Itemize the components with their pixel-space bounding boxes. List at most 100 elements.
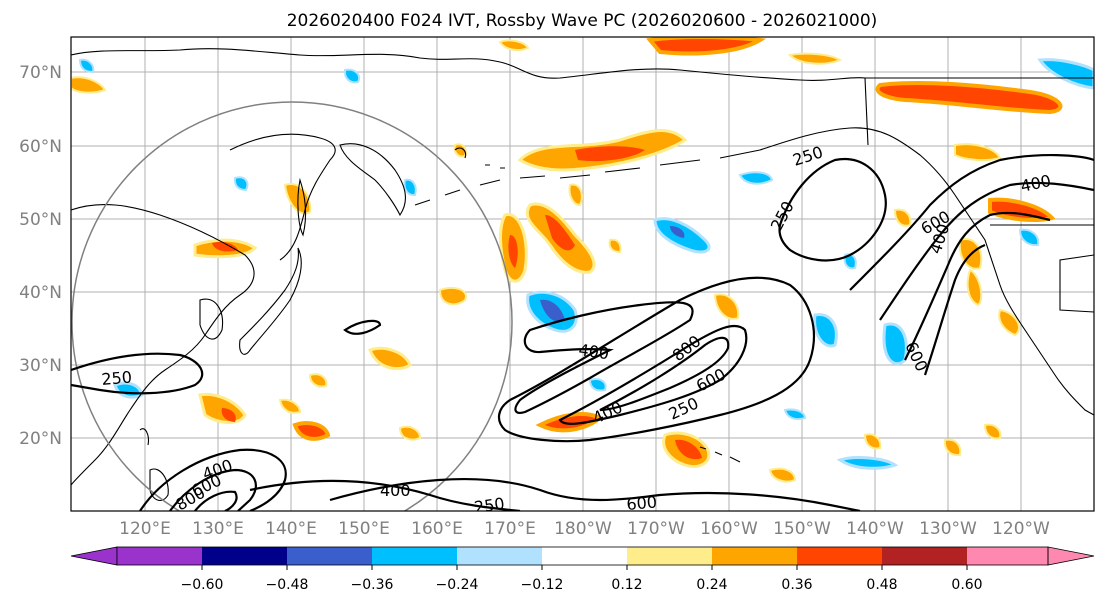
- colorbar-segment: [797, 547, 882, 565]
- latitude-labels: 70°N 60°N 50°N 40°N 30°N 20°N: [19, 63, 62, 449]
- lon-tick-label: 160°W: [700, 519, 758, 539]
- anomaly-blob: [713, 293, 740, 320]
- colorbar-tick-label: −0.12: [521, 577, 564, 593]
- ivt-contour-400-subtropics: [249, 479, 521, 511]
- anomaly-blob: [453, 143, 467, 158]
- colorbar-tick-label: −0.48: [266, 577, 309, 593]
- anomaly-blob: [498, 39, 530, 51]
- coastline-alaska-peninsula: [759, 127, 956, 196]
- lon-tick-label: 160°E: [411, 519, 463, 539]
- colorbar-tick-label: 0.48: [866, 577, 897, 593]
- anomaly-blob: [292, 421, 331, 441]
- lat-tick-label: 60°N: [19, 137, 62, 157]
- anomaly-blob: [738, 171, 774, 185]
- lon-tick-label: 170°W: [627, 519, 685, 539]
- contour-label: 250: [101, 367, 133, 389]
- anomaly-blob: [398, 425, 422, 441]
- lon-tick-label: 120°E: [119, 519, 171, 539]
- colorbar-segment: [967, 547, 1048, 565]
- anomaly-blob: [343, 68, 361, 84]
- lon-tick-label: 140°W: [846, 519, 904, 539]
- coastline-canada-border: [864, 77, 1094, 313]
- coastline-siberia-alaska: [71, 48, 1094, 81]
- negative-anomaly-shading: [78, 58, 1094, 470]
- contour-label: 400: [577, 340, 610, 363]
- contour-labels: 250 250 250 250 250 400 400 400 400 400 …: [101, 142, 1053, 517]
- lon-tick-label: 130°E: [192, 519, 244, 539]
- anomaly-blob: [308, 373, 328, 388]
- ivt-contour-250-main: [497, 276, 815, 443]
- anomaly-blob: [863, 433, 882, 450]
- colorbar-segment: [117, 547, 202, 565]
- coastline-okhotsk: [229, 133, 336, 261]
- colorbar-tick-label: −0.60: [181, 577, 224, 593]
- coastline-kamchatka: [339, 143, 406, 217]
- anomaly-blob: [233, 176, 249, 192]
- ivt-contour-250-subtropics: [329, 478, 861, 511]
- coastline-north-america: [954, 194, 1094, 416]
- ivt-contour-800-jet: [599, 336, 730, 412]
- anomaly-blob: [1037, 58, 1094, 90]
- lat-tick-label: 40°N: [19, 283, 62, 303]
- ivt-contour-250-gulf: [778, 157, 887, 262]
- colorbar-tick-label: −0.36: [351, 577, 394, 593]
- anomaly-blob: [71, 76, 107, 94]
- colorbar-tick-label: 0.60: [951, 577, 982, 593]
- anomaly-blob: [875, 80, 1063, 115]
- anomaly-blob: [535, 412, 604, 433]
- ivt-contour-west-coast-inner: [904, 211, 1051, 361]
- anomaly-blob: [813, 313, 838, 348]
- anomaly-blob: [768, 467, 797, 483]
- colorbar-segment: [882, 547, 967, 565]
- anomaly-blob: [836, 456, 899, 470]
- ivt-contour-400-main: [514, 301, 694, 414]
- anomaly-blob: [221, 408, 236, 422]
- colorbar-segment: [287, 547, 372, 565]
- anomaly-blob: [787, 52, 843, 65]
- colorbar-segment: [457, 547, 542, 565]
- anomaly-blob: [966, 268, 983, 307]
- ivt-contour-400-philippines: [139, 448, 287, 511]
- lon-tick-label: 120°W: [992, 519, 1050, 539]
- anomaly-blob: [783, 408, 807, 421]
- map-layer: 250 250 250 250 250 400 400 400 400 400 …: [71, 37, 1094, 517]
- anomaly-blob: [988, 197, 1056, 222]
- anomaly-blob: [508, 235, 518, 268]
- lon-tick-label: 180°W: [554, 519, 612, 539]
- ivt-contours: [71, 154, 1094, 511]
- ivt-contour-west-coast-mid: [879, 181, 1094, 321]
- lat-tick-label: 20°N: [19, 429, 62, 449]
- ivt-contour-600-jet: [558, 325, 748, 425]
- graticule: [71, 37, 1094, 511]
- colorbar-tick-label: 0.24: [696, 577, 727, 593]
- colorbar-extend-max: [1047, 546, 1095, 566]
- coastline-aleutians: [414, 149, 761, 206]
- contour-label: 250: [473, 494, 506, 517]
- lat-tick-label: 30°N: [19, 356, 62, 376]
- map-frame: [70, 36, 1095, 512]
- anomaly-blob: [212, 241, 238, 252]
- contour-label: 600: [626, 492, 658, 514]
- colorbar-tick-label: −0.24: [436, 577, 479, 593]
- anomaly-blob: [1018, 228, 1040, 247]
- coastline-sakhalin: [297, 177, 307, 237]
- lon-tick-label: 130°W: [919, 519, 977, 539]
- longitude-labels: 120°E 130°E 140°E 150°E 160°E 170°E 180°…: [119, 519, 1050, 539]
- ivt-contour-west-coast-core: [923, 243, 986, 376]
- ivt-contour-west-coast-outer: [849, 154, 1094, 291]
- contour-label: 400: [380, 481, 411, 500]
- anomaly-blob: [540, 299, 565, 322]
- anomaly-blob: [588, 378, 607, 392]
- anomaly-blob: [882, 322, 908, 366]
- anomaly-blob: [403, 178, 417, 197]
- anomaly-blob: [568, 183, 583, 207]
- ivt-contour-small-cell: [343, 319, 382, 335]
- colorbar-segment: [542, 547, 627, 565]
- anomaly-blob: [575, 146, 645, 162]
- lon-tick-label: 140°E: [265, 519, 317, 539]
- ivt-contour-250-west: [71, 352, 204, 395]
- map-title: 2026020400 F024 IVT, Rossby Wave PC (202…: [287, 11, 878, 31]
- coastline-korean-peninsula: [199, 298, 224, 340]
- anomaly-blob: [998, 308, 1020, 337]
